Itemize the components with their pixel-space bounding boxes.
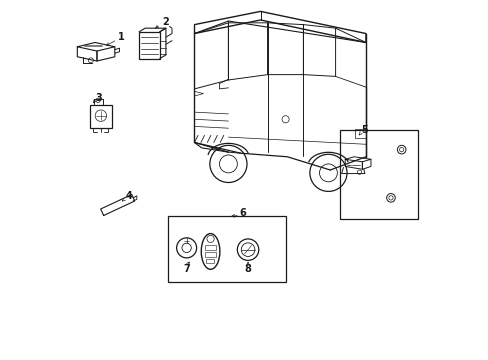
Text: 5: 5 (361, 125, 367, 135)
Bar (354, 129, 365, 138)
Text: 1: 1 (118, 32, 124, 42)
Text: 2: 2 (162, 17, 168, 27)
Text: 7: 7 (183, 264, 190, 274)
Bar (139, 32, 160, 59)
Bar (90, 105, 111, 128)
Text: 4: 4 (126, 191, 133, 201)
Text: 3: 3 (95, 93, 102, 103)
Bar (168, 216, 285, 282)
Bar (206, 258, 214, 263)
Bar (205, 245, 216, 249)
Bar (340, 130, 417, 219)
Text: 8: 8 (244, 264, 251, 274)
Text: 6: 6 (239, 208, 246, 218)
Bar (205, 252, 216, 257)
